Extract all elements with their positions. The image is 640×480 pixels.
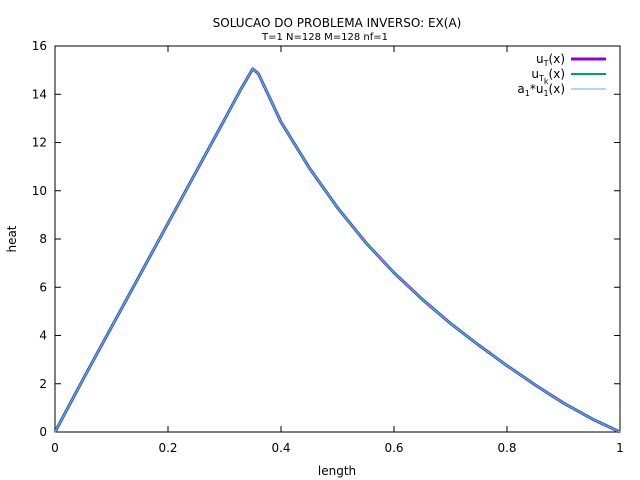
y-tick-label: 8 <box>39 232 47 246</box>
y-tick-label: 0 <box>39 425 47 439</box>
series-line-1 <box>54 67 621 433</box>
x-tick-label: 0.8 <box>497 441 516 455</box>
y-axis: 0 2 4 6 8 10 12 14 16 <box>32 39 620 439</box>
y-tick-label: 10 <box>32 184 47 198</box>
x-axis-title: length <box>318 464 356 478</box>
legend: uT(x)uTk(x)a1*u1(x) <box>517 52 606 98</box>
legend-label-2: a1*u1(x) <box>517 82 565 98</box>
series-lines <box>53 67 621 434</box>
y-tick-label: 2 <box>39 377 47 391</box>
legend-label-0: uT(x) <box>536 52 565 68</box>
y-tick-label: 12 <box>32 136 47 150</box>
y-axis-title: heat <box>5 225 19 252</box>
x-tick-label: 0.6 <box>384 441 403 455</box>
chart-title: SOLUCAO DO PROBLEMA INVERSO: EX(A) <box>213 16 462 30</box>
legend-label-1: uTk(x) <box>531 67 565 86</box>
x-axis: 0 0.2 0.4 0.6 0.8 1 <box>51 46 624 455</box>
y-tick-label: 14 <box>32 87 47 101</box>
y-tick-label: 16 <box>32 39 47 53</box>
y-tick-label: 4 <box>39 329 47 343</box>
x-tick-label: 0.2 <box>158 441 177 455</box>
plot-frame <box>54 45 621 433</box>
x-tick-label: 0 <box>51 441 59 455</box>
x-tick-label: 0.4 <box>271 441 290 455</box>
x-tick-label: 1 <box>616 441 624 455</box>
y-tick-label: 6 <box>39 280 47 294</box>
chart-subtitle: T=1 N=128 M=128 nf=1 <box>261 32 388 43</box>
series-line-2 <box>54 68 621 433</box>
series-line-0 <box>53 67 621 434</box>
